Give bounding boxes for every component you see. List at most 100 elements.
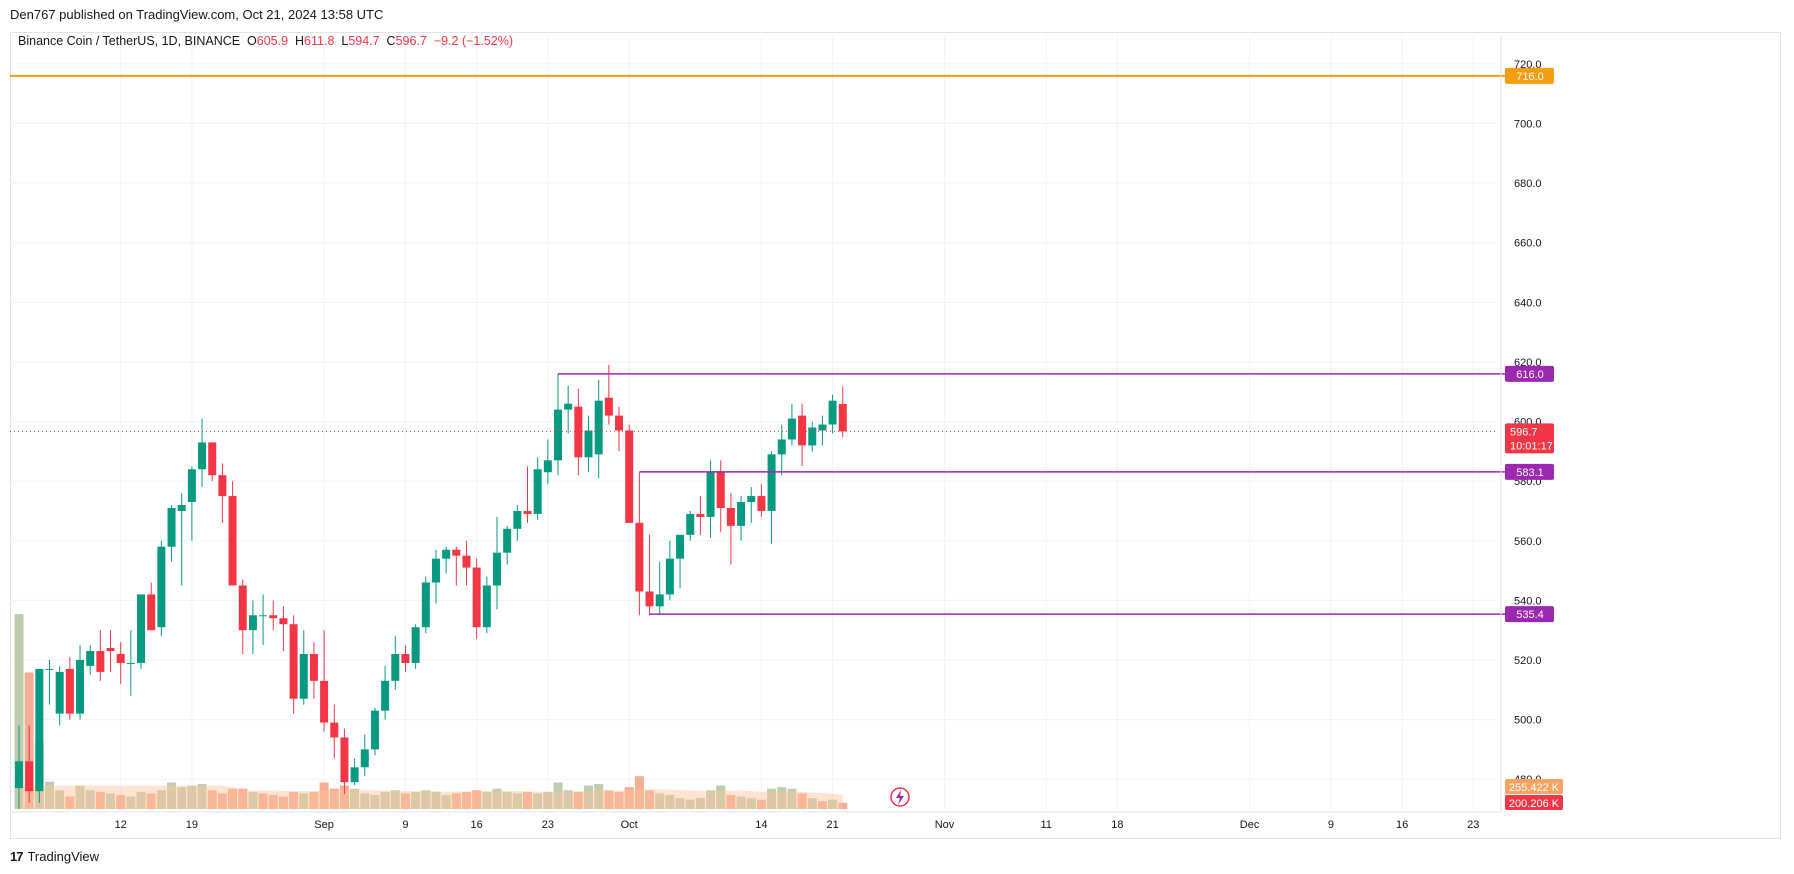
volume-bar (431, 791, 441, 809)
level-label-bg (1505, 365, 1554, 382)
x-tick-label: Nov (935, 819, 955, 831)
volume-bar (177, 787, 187, 809)
candle-body (360, 749, 369, 768)
volume-bar (787, 788, 797, 809)
volume-label-bg (1505, 795, 1563, 810)
candle-body (35, 668, 44, 792)
volume-bar (156, 790, 166, 809)
volume-bar (746, 798, 756, 809)
candle-body (259, 615, 268, 617)
tradingview-logo-icon: 17 (10, 849, 24, 864)
tradingview-logo[interactable]: 17 TradingView (10, 849, 99, 864)
volume-bar (645, 790, 655, 809)
candle-body (676, 534, 685, 559)
candle-body (574, 406, 583, 458)
volume-bar (502, 791, 512, 809)
volume-bar (451, 793, 461, 809)
volume-bar (665, 794, 675, 809)
x-tick-label: 9 (402, 819, 408, 831)
candle-body (716, 472, 725, 508)
candle-body (431, 558, 440, 583)
volume-bar (370, 794, 380, 809)
x-tick-label: 23 (1467, 819, 1479, 831)
candle-body (350, 767, 359, 783)
candle-body (289, 624, 298, 699)
volume-bar (299, 793, 309, 809)
volume-bar (512, 793, 522, 809)
x-tick-label: 21 (826, 819, 838, 831)
y-tick-label: 660.0 (1514, 238, 1542, 250)
candle-body (625, 430, 634, 523)
candle-body (106, 648, 115, 652)
candle-body (15, 761, 23, 789)
candle-body (137, 594, 146, 663)
candle-body (604, 397, 613, 416)
last-price-label-bg (1505, 423, 1554, 454)
candlesticks (15, 364, 847, 809)
volume-bar (390, 790, 400, 809)
candle-body (147, 594, 156, 631)
volume-bar (634, 776, 644, 809)
lightning-icon-bolt (896, 790, 904, 805)
x-tick-label: 16 (1396, 819, 1408, 831)
candle-body (818, 424, 827, 431)
volume-bar (461, 791, 471, 809)
x-tick-label: 9 (1328, 819, 1334, 831)
attribution-text: Den767 published on TradingView.com, Oct… (10, 7, 384, 22)
volume-bar (655, 793, 665, 809)
candle-body (401, 654, 410, 663)
volume-bar (45, 781, 55, 809)
symbol-legend[interactable]: Binance Coin / TetherUS, 1D, BINANCE O60… (18, 34, 513, 48)
volume-bar (716, 785, 726, 809)
candle-body (208, 442, 217, 476)
x-tick-label: 16 (471, 819, 483, 831)
candle-body (187, 469, 196, 503)
volume-ma-area (19, 785, 843, 809)
volume-bar (55, 790, 65, 809)
candle-body (798, 415, 807, 446)
candle-body (615, 415, 624, 431)
candle-body (554, 409, 563, 461)
candle-body (76, 659, 85, 714)
time-axis[interactable]: 12 19 Sep 9 16 23 Oct 14 21 Nov 11 18 Dec 9 16 23 (10, 811, 1501, 831)
volume-bar (563, 790, 573, 809)
candle-body (65, 668, 74, 714)
volume-bar (614, 791, 624, 809)
volume-bar (797, 793, 807, 809)
countdown-timer: 10:01:17 (1510, 440, 1553, 452)
level-label-bg (1505, 67, 1554, 84)
candle-body (706, 472, 715, 517)
y-tick-label: 560.0 (1514, 536, 1542, 548)
candle-body (442, 549, 451, 559)
volume-bar (695, 798, 705, 809)
horizontal-levels[interactable] (10, 74, 1506, 615)
candle-body (238, 585, 247, 631)
volume-bar (807, 798, 817, 809)
volume-bar (685, 799, 695, 809)
symbol-name: Binance Coin / TetherUS, 1D, BINANCE (18, 34, 241, 48)
candle-body (472, 567, 481, 628)
volume-bar (726, 794, 736, 809)
candle-body (523, 510, 532, 514)
price-labels: 716.0 616.0 583.1 535.4 596.7 10:01:17 255.422… (890, 67, 1563, 810)
level-label-text: 616.0 (1516, 369, 1544, 381)
candle-body (696, 513, 705, 517)
volume-bar (136, 791, 146, 809)
candle-body (228, 496, 237, 586)
candle-body (777, 439, 786, 455)
x-tick-label: 14 (755, 819, 767, 831)
volume-bar (106, 793, 116, 809)
candle-body (686, 513, 695, 535)
volume-bar (421, 790, 431, 809)
candle-body (381, 680, 390, 711)
volume-bar (126, 796, 136, 809)
candle-body (645, 591, 654, 607)
volume-bar (217, 793, 227, 809)
volume-bar (360, 793, 370, 809)
close-value: 596.7 (395, 34, 427, 48)
volume-bar (736, 796, 746, 809)
volume-bar (441, 794, 451, 809)
volume-bar (339, 785, 349, 809)
volume-label-bg (1505, 779, 1563, 794)
